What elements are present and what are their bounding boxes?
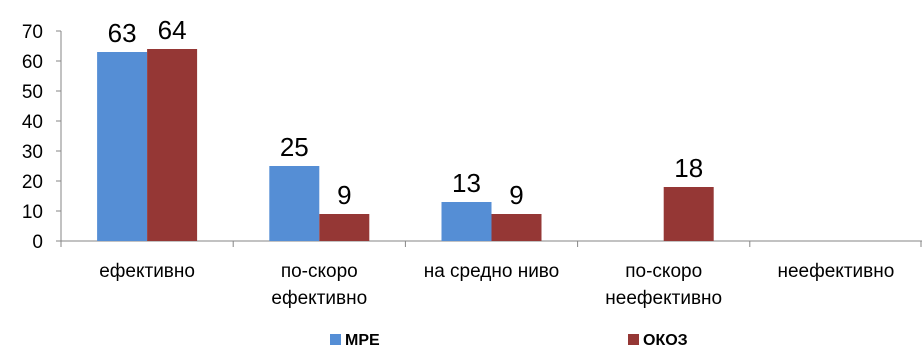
y-tick-label: 50 [22,82,43,103]
category-label: неефективно [777,261,894,282]
bar-mpe [97,52,148,241]
data-label: 25 [280,132,309,162]
y-tick-label: 40 [22,112,43,133]
bar-mpe [269,166,320,241]
y-tick-label: 30 [22,142,43,163]
data-label: 63 [108,18,137,48]
y-tick-label: 60 [22,52,43,73]
x-axis [60,240,922,247]
legend-swatch [330,334,341,345]
data-labels: 63 64 25 9 13 9 18 [108,15,704,210]
bar-okoz [491,214,542,241]
bar-okoz [147,49,198,241]
bars [97,49,714,241]
data-label: 13 [452,168,481,198]
y-tick-label: 20 [22,172,43,193]
data-label: 64 [158,15,187,45]
category-label: на средно ниво [424,261,560,282]
data-label: 18 [674,153,703,183]
bar-mpe [441,202,492,241]
legend-label: ОКОЗ [643,332,688,349]
category-label: ефективно [99,261,195,282]
data-label: 9 [509,180,523,210]
legend-label: МРЕ [345,332,380,349]
legend-swatch [628,334,639,345]
bar-okoz [663,187,714,241]
category-label: по-скоро неефективно [605,261,722,309]
y-tick-label: 70 [22,22,43,43]
y-axis: 0 10 20 30 40 50 60 70 [22,22,62,253]
y-tick-label: 10 [22,202,43,223]
bar-okoz [319,214,370,241]
y-tick-label: 0 [32,232,43,253]
category-labels: ефективно по-скоро ефективно на средно ниво… [99,261,894,309]
legend: МРЕ ОКОЗ [330,332,688,349]
data-label: 9 [337,180,351,210]
category-label: по-скоро ефективно [271,261,367,309]
